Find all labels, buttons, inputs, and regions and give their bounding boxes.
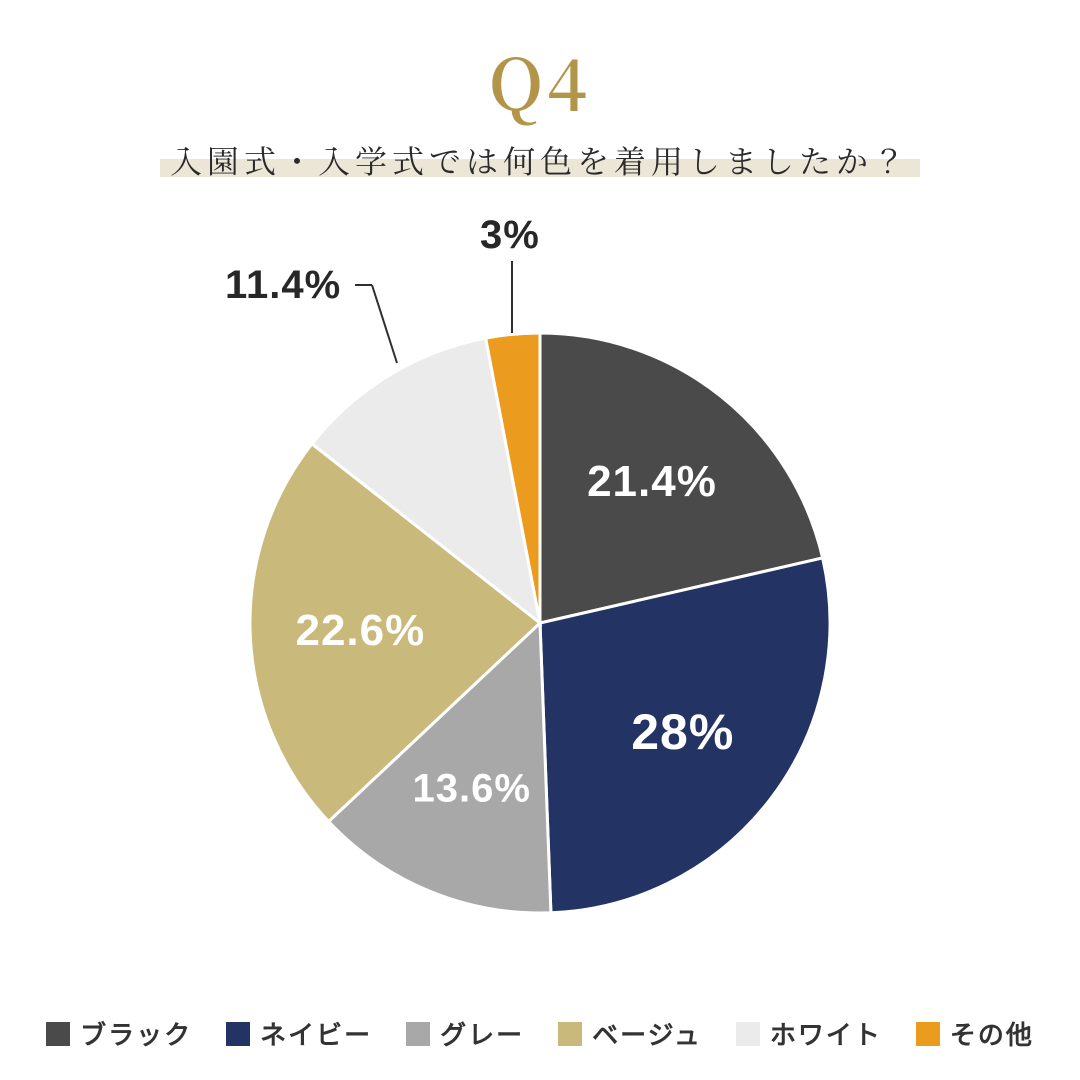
legend-swatch	[916, 1022, 940, 1046]
legend-item: その他	[916, 1015, 1034, 1052]
pie-label-navy: 28%	[631, 703, 734, 761]
pie-label-beige: 22.6%	[295, 606, 425, 656]
pie-label-other: 3%	[480, 213, 540, 258]
legend-swatch	[46, 1022, 70, 1046]
legend-item: ベージュ	[558, 1015, 702, 1052]
legend-label: ベージュ	[592, 1015, 702, 1052]
pie-label-white: 11.4%	[225, 263, 341, 308]
legend-swatch	[226, 1022, 250, 1046]
legend-swatch	[406, 1022, 430, 1046]
callout-line-white-v	[372, 285, 397, 363]
page: Q4 入園式・入学式では何色を着用しましたか？ 21.4% 28% 13.6% 22.…	[0, 0, 1080, 1080]
question-number: Q4	[0, 30, 1080, 131]
legend-label: その他	[950, 1015, 1034, 1052]
legend-item: ブラック	[46, 1015, 192, 1052]
legend-item: ネイビー	[226, 1015, 372, 1052]
pie-svg	[0, 183, 1080, 943]
legend-label: ホワイト	[770, 1015, 882, 1052]
pie-label-gray: 13.6%	[412, 767, 530, 812]
legend-label: ブラック	[80, 1015, 192, 1052]
legend-swatch	[558, 1022, 582, 1046]
legend-label: ネイビー	[260, 1015, 372, 1052]
legend: ブラック ネイビー グレー ベージュ ホワイト その他	[0, 1015, 1080, 1052]
legend-item: ホワイト	[736, 1015, 882, 1052]
pie-chart: 21.4% 28% 13.6% 22.6% 11.4% 3%	[0, 183, 1080, 943]
heading: Q4 入園式・入学式では何色を着用しましたか？	[0, 0, 1080, 183]
legend-label: グレー	[440, 1015, 524, 1052]
subtitle-wrap: 入園式・入学式では何色を着用しましたか？	[170, 137, 910, 183]
legend-swatch	[736, 1022, 760, 1046]
pie-label-black: 21.4%	[587, 457, 717, 507]
subtitle: 入園式・入学式では何色を着用しましたか？	[170, 137, 910, 183]
legend-item: グレー	[406, 1015, 524, 1052]
